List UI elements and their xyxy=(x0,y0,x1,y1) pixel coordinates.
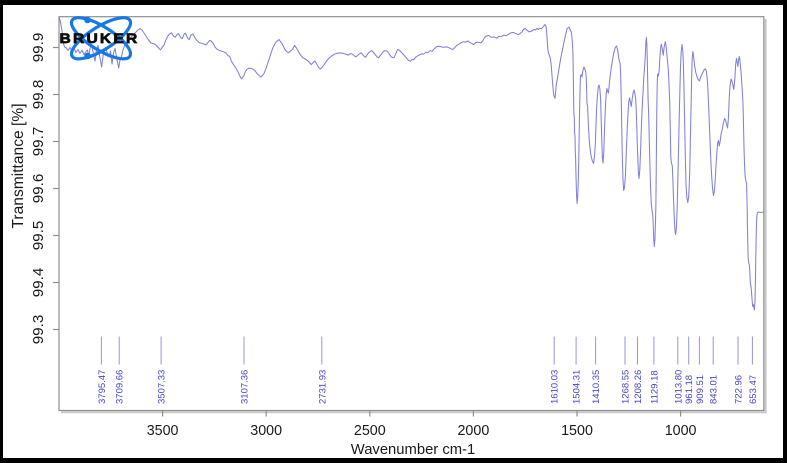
svg-text:3107.36: 3107.36 xyxy=(240,370,251,404)
svg-text:Transmittance [%]: Transmittance [%] xyxy=(10,103,27,228)
svg-text:653.47: 653.47 xyxy=(748,375,759,404)
svg-text:3500: 3500 xyxy=(147,423,179,439)
svg-text:722.96: 722.96 xyxy=(734,375,745,404)
svg-text:1504.31: 1504.31 xyxy=(572,370,583,404)
svg-text:1129.18: 1129.18 xyxy=(649,370,660,404)
svg-text:2731.93: 2731.93 xyxy=(317,370,328,404)
svg-text:99.3: 99.3 xyxy=(30,315,47,345)
svg-text:843.01: 843.01 xyxy=(709,375,720,404)
svg-text:3709.66: 3709.66 xyxy=(115,370,126,404)
svg-text:99.8: 99.8 xyxy=(30,80,47,110)
svg-text:2000: 2000 xyxy=(457,423,489,439)
svg-text:1610.03: 1610.03 xyxy=(550,370,561,404)
svg-text:99.7: 99.7 xyxy=(30,127,47,157)
svg-text:1013.80: 1013.80 xyxy=(673,370,684,404)
svg-text:99.6: 99.6 xyxy=(30,174,47,204)
svg-text:99.4: 99.4 xyxy=(30,268,47,298)
svg-text:Wavenumber cm-1: Wavenumber cm-1 xyxy=(351,442,475,458)
svg-text:3507.33: 3507.33 xyxy=(157,370,168,404)
svg-text:3795.47: 3795.47 xyxy=(97,370,108,404)
svg-text:1000: 1000 xyxy=(665,423,697,439)
svg-text:BRUKER: BRUKER xyxy=(60,30,140,46)
svg-text:961.18: 961.18 xyxy=(684,375,695,404)
svg-text:1410.35: 1410.35 xyxy=(591,370,602,404)
svg-text:3000: 3000 xyxy=(250,423,282,439)
svg-text:909.51: 909.51 xyxy=(695,375,706,404)
svg-text:1500: 1500 xyxy=(561,423,593,439)
svg-text:1208.26: 1208.26 xyxy=(633,370,644,404)
svg-text:1268.55: 1268.55 xyxy=(621,370,632,404)
svg-text:99.9: 99.9 xyxy=(30,33,47,63)
svg-text:2500: 2500 xyxy=(354,423,386,439)
svg-text:99.5: 99.5 xyxy=(30,221,47,251)
